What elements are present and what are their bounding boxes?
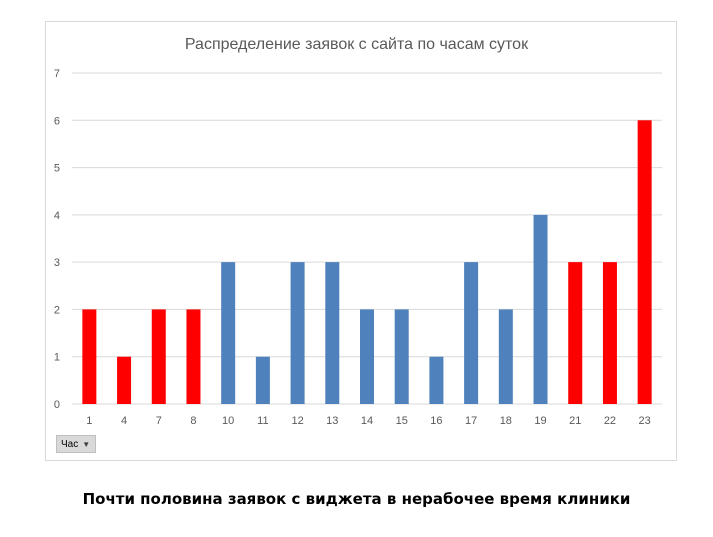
x-tick-label: 10 [222,415,234,427]
x-tick-label: 18 [500,415,512,427]
bar-hour-11 [255,356,270,404]
y-axis-ticks: 0 1 2 3 4 5 6 7 [54,68,60,411]
caption: Почти половина заявок с виджета в нерабо… [82,490,631,508]
x-tick-label: 4 [121,415,127,427]
y-tick-label: 6 [54,115,60,127]
x-tick-label: 11 [257,415,268,427]
x-tick-label: 17 [465,415,477,427]
y-tick-label: 3 [54,257,60,269]
bar-hour-15 [394,309,409,404]
bar-hour-23 [637,120,652,405]
y-tick-label: 4 [54,210,60,222]
x-tick-label: 16 [430,415,442,427]
x-axis-ticks: 1 4 7 8 10 11 12 13 14 15 16 17 18 19 21 22 23 [86,415,650,427]
bar-hour-12 [290,262,305,404]
x-tick-label: 19 [534,415,546,427]
bar-hour-7 [151,309,166,404]
dropdown-arrow-icon: ▼ [82,439,91,449]
bar-hour-21 [568,262,583,404]
bar-hour-10 [221,262,236,404]
x-tick-label: 12 [291,415,303,427]
x-tick-label: 14 [361,415,373,427]
x-tick-label: 8 [190,415,196,427]
hour-filter-button[interactable]: Час ▼ [56,435,96,453]
x-tick-label: 21 [569,415,581,427]
bar-hour-19 [533,214,548,404]
bar-hour-13 [325,262,340,404]
y-tick-label: 1 [54,352,60,364]
bar-hour-8 [186,309,201,404]
bars [82,120,652,405]
x-tick-label: 7 [156,415,162,427]
bar-hour-22 [602,262,617,404]
y-tick-label: 5 [54,163,60,175]
chart-title: Распределение заявок с сайта по часам су… [184,36,529,53]
bar-hour-18 [498,309,513,404]
hour-filter-label: Час [61,438,79,450]
x-tick-label: 22 [604,415,616,427]
y-tick-label: 0 [54,399,60,411]
bar-hour-17 [464,262,479,404]
x-tick-label: 1 [86,415,92,427]
y-tick-label: 7 [54,68,60,80]
bar-hour-4 [117,356,132,404]
x-tick-label: 13 [326,415,338,427]
bar-hour-16 [429,356,444,404]
bar-hour-1 [82,309,97,404]
bar-hour-14 [360,309,374,404]
y-tick-label: 2 [54,304,60,316]
x-tick-label: 15 [396,415,408,427]
x-tick-label: 23 [639,415,651,427]
